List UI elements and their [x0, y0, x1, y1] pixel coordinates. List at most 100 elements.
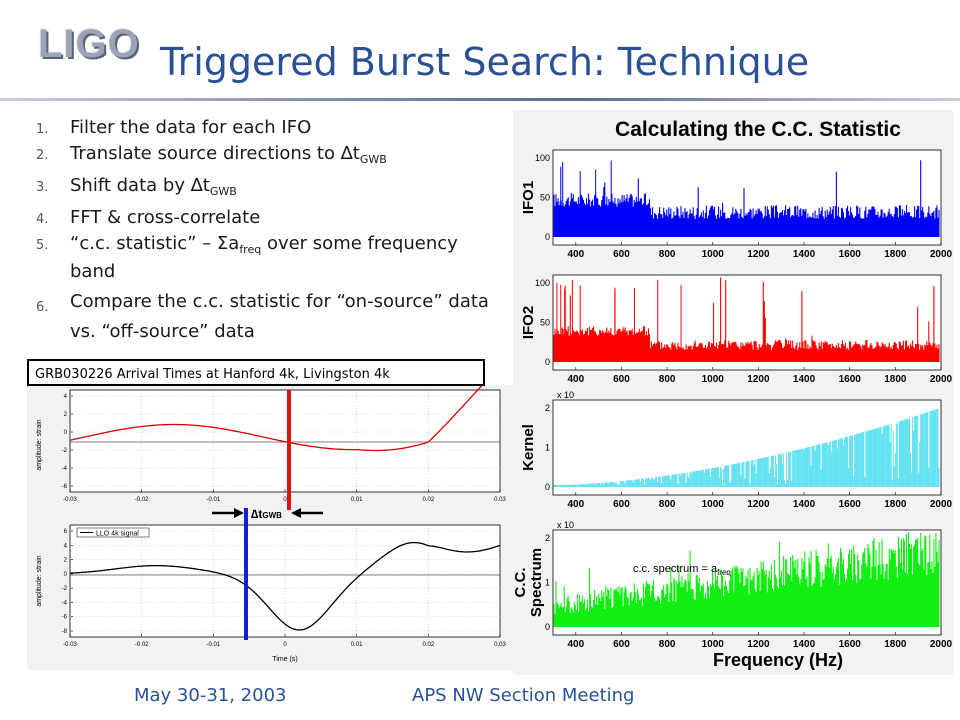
x-tick-label: 1600 — [839, 499, 862, 510]
x-tick-label: 800 — [659, 374, 676, 385]
x-tick-label: 800 — [659, 249, 676, 260]
y-tick-label: -6 — [62, 484, 68, 490]
panel-label: Kernel — [520, 424, 537, 471]
cc-panel: IFO1 100 50 0 400 600 800 1000 1200 1400 1600 1800 2… — [520, 149, 953, 260]
x-tick-label: 1200 — [747, 639, 770, 650]
step-number: 3. — [36, 180, 49, 195]
panel-signal — [553, 532, 940, 627]
x-tick-label: 400 — [567, 499, 584, 510]
x-tick-label: 0.03 — [494, 497, 506, 503]
x-tick-label: 400 — [567, 249, 584, 260]
x-tick-label: 1400 — [793, 374, 816, 385]
panel-label: IFO1 — [520, 181, 537, 214]
livingston-signal-curve — [69, 541, 501, 631]
y-tick-label: 50 — [540, 318, 550, 328]
x-axis-label: Time (s) — [272, 656, 297, 663]
x-tick-label: 2000 — [930, 374, 953, 385]
y-tick-label: 1 — [545, 443, 550, 453]
x-tick-label: 2000 — [930, 499, 953, 510]
step-item: 2. Translate source directions to ∆tGWB — [36, 143, 506, 171]
panel-signal — [553, 277, 940, 362]
y-tick-label: -4 — [62, 600, 68, 606]
y-tick-label: 0 — [545, 357, 550, 367]
x-tick-label: -0.01 — [206, 497, 220, 503]
y-tick-label: 0 — [545, 482, 550, 492]
cc-figure-title: Calculating the C.C. Statistic — [615, 118, 901, 141]
step-text: “c.c. statistic” – Σa — [70, 233, 240, 254]
x-tick-label: 1800 — [884, 374, 907, 385]
step-item: 6. Compare the c.c. statistic for “on-sou… — [36, 287, 506, 347]
y-tick-label: 6 — [64, 529, 68, 535]
x-tick-label: 1400 — [793, 499, 816, 510]
step-number: 2. — [36, 148, 49, 163]
y-tick-label: -8 — [62, 629, 68, 635]
y-tick-label: -2 — [62, 586, 68, 592]
x-tick-label: 0.02 — [422, 497, 434, 503]
step-subscript: freq — [239, 243, 262, 256]
x-tick-label: 1800 — [884, 249, 907, 260]
livingston-plot-axes — [69, 524, 501, 638]
plot-legend — [76, 527, 150, 538]
y-tick-label: -4 — [62, 466, 68, 472]
x-tick-label: 400 — [567, 374, 584, 385]
x-tick-label: 1800 — [884, 499, 907, 510]
step-text-continued: over some frequency band — [70, 233, 458, 282]
panel-label: Spectrum — [528, 548, 545, 617]
cc-panel: IFO2 100 50 0 400 600 800 1000 1200 1400 1600 1800 2… — [520, 274, 953, 385]
x-tick-label: -0.02 — [135, 497, 149, 503]
step-text: FFT & cross-correlate — [70, 207, 261, 228]
x-tick-label: 1400 — [793, 639, 816, 650]
y-tick-label: 100 — [535, 278, 550, 288]
x-tick-label: 1200 — [747, 249, 770, 260]
ligo-logo: LIGO — [38, 22, 140, 66]
x-tick-label: -0.03 — [63, 642, 77, 648]
bottom-y-axis-label: amplitude: strain — [36, 555, 43, 606]
x-tick-label: 0.01 — [351, 642, 363, 648]
hanford-signal-curve — [69, 385, 484, 452]
x-tick-label: 2000 — [930, 249, 953, 260]
step-number: 4. — [36, 212, 49, 227]
step-item: 4. FFT & cross-correlate — [36, 207, 506, 229]
cc-panel: C.C. Spectrum x 10 2 1 0 400 600 800 1000 1200 1400… — [513, 520, 953, 650]
x-tick-label: 1800 — [884, 639, 907, 650]
x-tick-label: 600 — [613, 249, 630, 260]
step-text: Shift data by ∆t — [70, 175, 210, 196]
panel-label: C.C. — [513, 568, 529, 598]
y-tick-label: 4 — [64, 543, 68, 549]
x-tick-label: 1600 — [839, 249, 862, 260]
y-tick-label: 0 — [545, 232, 550, 242]
footer-meeting: APS NW Section Meeting — [412, 685, 635, 706]
delta-t-label: ∆tGWB — [251, 507, 282, 521]
x-tick-label: 0.01 — [351, 497, 363, 503]
x-tick-label: 400 — [567, 639, 584, 650]
y-tick-label: 50 — [540, 193, 550, 203]
x-tick-label: 600 — [613, 639, 630, 650]
x-tick-label: 1000 — [702, 499, 725, 510]
y-tick-label: 2 — [64, 412, 68, 418]
y-tick-label: -2 — [62, 448, 68, 454]
x-tick-label: 1600 — [839, 639, 862, 650]
x-tick-label: 1400 — [793, 249, 816, 260]
x-tick-label: 1200 — [747, 499, 770, 510]
y-tick-label: 0 — [64, 430, 68, 436]
panel-exponent: x 10 — [557, 520, 574, 530]
y-tick-label: 2 — [64, 558, 68, 564]
legend-label: LLO 4k signal — [96, 531, 139, 538]
grb-arrival-figure: -0.03 -0.02 -0.01 0 0.01 0.02 0.03 4 2 0 -2 -4 -6 -0… — [27, 385, 513, 670]
y-tick-label: 0 — [545, 622, 550, 632]
x-tick-label: 1600 — [839, 374, 862, 385]
step-text: Translate source directions to ∆t — [70, 143, 360, 164]
y-tick-label: 1 — [545, 578, 550, 588]
x-tick-label: 0 — [283, 497, 287, 503]
grb-caption-box: GRB030226 Arrival Times at Hanford 4k, L… — [27, 359, 485, 386]
step-item: 3. Shift data by ∆tGWB — [36, 175, 506, 203]
x-tick-label: 1000 — [702, 374, 725, 385]
panel-signal — [553, 160, 940, 237]
x-tick-label: -0.03 — [63, 497, 77, 503]
y-tick-label: 2 — [545, 403, 550, 413]
x-tick-label: 800 — [659, 499, 676, 510]
panel-exponent: x 10 — [557, 390, 574, 400]
cc-panel: Kernel x 10 2 1 0 400 600 800 1000 1200 1400 1600 18… — [520, 390, 953, 510]
panel-label: IFO2 — [520, 306, 537, 339]
x-tick-label: -0.02 — [135, 642, 149, 648]
